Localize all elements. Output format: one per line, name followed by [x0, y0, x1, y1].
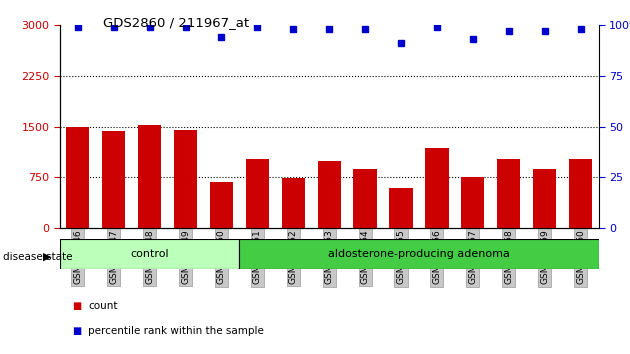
Bar [282, 178, 305, 228]
Bar [425, 148, 449, 228]
Text: percentile rank within the sample: percentile rank within the sample [88, 326, 264, 336]
Text: GDS2860 / 211967_at: GDS2860 / 211967_at [103, 16, 249, 29]
Bar [138, 125, 161, 228]
Bar [174, 130, 197, 228]
Bar [102, 131, 125, 228]
Bar [461, 177, 484, 228]
Bar [210, 182, 233, 228]
Text: control: control [130, 249, 169, 259]
Bar [497, 159, 520, 228]
Text: count: count [88, 301, 118, 311]
Bar [569, 159, 592, 228]
Text: ■: ■ [72, 326, 82, 336]
Bar [533, 169, 556, 228]
Bar [246, 159, 269, 228]
Bar [239, 239, 598, 269]
Bar [66, 127, 89, 228]
Text: disease state: disease state [3, 252, 72, 262]
Text: aldosterone-producing adenoma: aldosterone-producing adenoma [328, 249, 510, 259]
Bar [389, 188, 413, 228]
Text: ■: ■ [72, 301, 82, 311]
Bar [353, 169, 377, 228]
Bar [60, 239, 239, 269]
Bar [318, 161, 341, 228]
Text: ▶: ▶ [43, 252, 52, 262]
